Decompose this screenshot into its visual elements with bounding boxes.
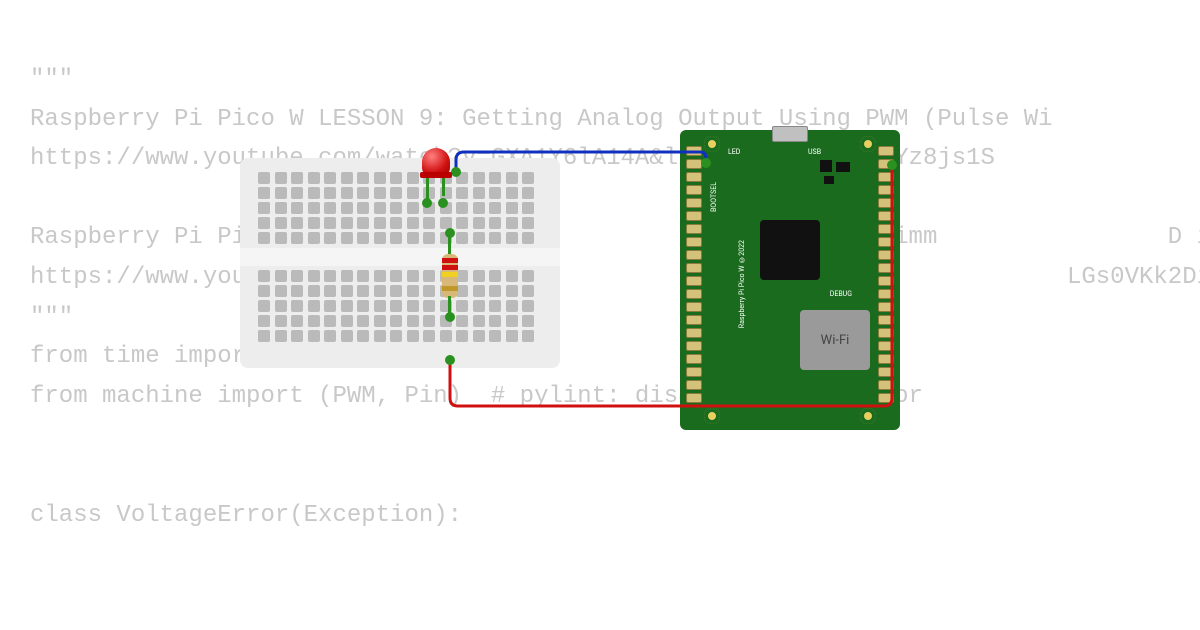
wire-end [887, 160, 897, 170]
resistor-band-1 [442, 258, 458, 263]
wire-end [445, 355, 455, 365]
led-red [418, 148, 458, 198]
led-base [420, 172, 452, 178]
resistor-leg [448, 236, 451, 256]
resistor-band-4 [442, 286, 458, 291]
component-pad [438, 198, 448, 208]
led-cathode [442, 178, 445, 196]
resistor-band-2 [442, 265, 458, 270]
resistor-leg [448, 296, 451, 316]
wire-red [450, 168, 892, 406]
led-anode [426, 178, 429, 202]
wire-blue [456, 152, 706, 172]
resistor [442, 236, 458, 316]
resistor-band-3 [442, 272, 458, 277]
wire-layer [0, 0, 1200, 630]
wire-end [701, 158, 711, 168]
